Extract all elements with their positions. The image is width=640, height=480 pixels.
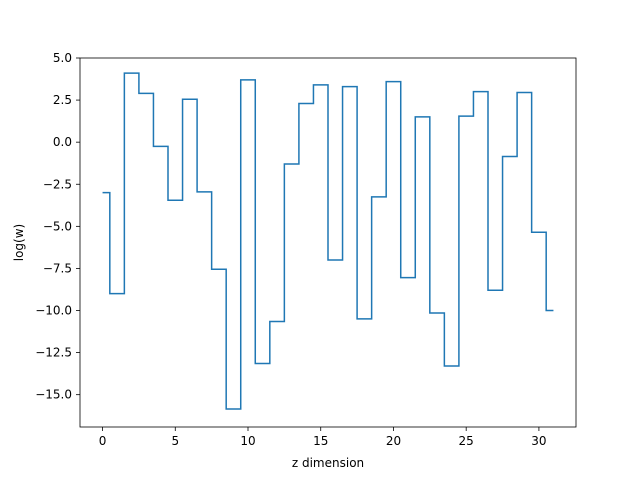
y-tick-label: 2.5 <box>53 93 72 107</box>
y-tick-label: −2.5 <box>43 177 72 191</box>
x-tick-label: 30 <box>531 434 546 448</box>
y-tick-label: −12.5 <box>35 346 72 360</box>
x-tick-label: 5 <box>171 434 179 448</box>
x-tick-label: 25 <box>459 434 474 448</box>
y-axis-label: log(w) <box>12 224 26 261</box>
series-line-0 <box>102 72 554 410</box>
axes-frame <box>79 57 577 428</box>
y-tick-label: 5.0 <box>53 51 72 65</box>
y-tick-label: −7.5 <box>43 261 72 275</box>
y-tick-label: −15.0 <box>35 388 72 402</box>
y-tick-label: −5.0 <box>43 219 72 233</box>
x-axis-label: z dimension <box>292 456 364 470</box>
x-tick-label: 10 <box>240 434 255 448</box>
y-tick-label: 0.0 <box>53 135 72 149</box>
x-tick-label: 0 <box>99 434 107 448</box>
x-tick-label: 15 <box>313 434 328 448</box>
x-tick-label: 20 <box>386 434 401 448</box>
y-tick-label: −10.0 <box>35 304 72 318</box>
